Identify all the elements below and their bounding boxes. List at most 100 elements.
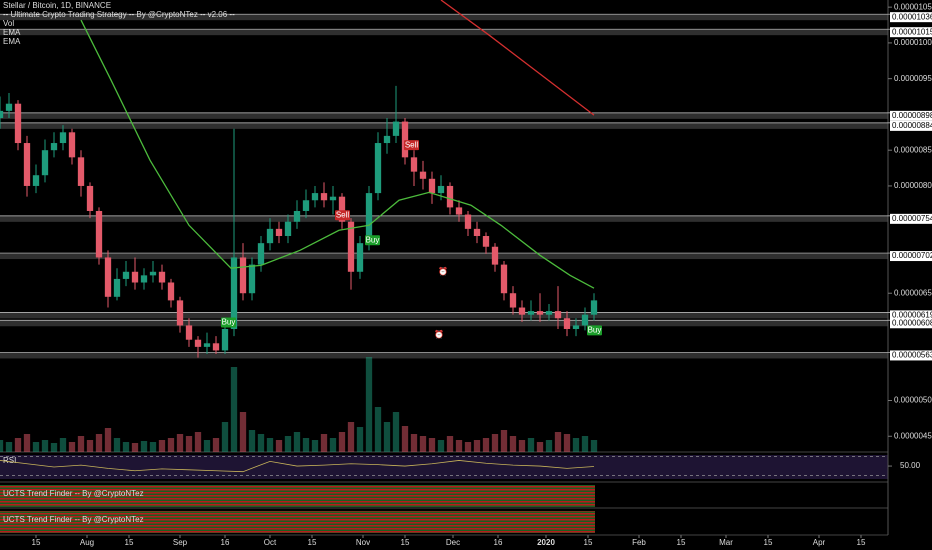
signal-box <box>404 140 419 151</box>
candle-body <box>212 343 220 351</box>
level-label: 0.00000563 <box>892 351 932 360</box>
candle-body <box>446 185 454 208</box>
volume-bar <box>14 438 22 452</box>
legend-entry: Vol <box>3 19 14 28</box>
candle-body <box>500 264 508 294</box>
signal-label: Buy <box>366 235 380 244</box>
volume-bar <box>338 432 346 452</box>
volume-bar <box>239 412 247 452</box>
signal-label: Buy <box>588 326 602 335</box>
level-band <box>0 14 888 21</box>
signal-box <box>365 235 380 246</box>
indicator-label: UCTS Trend Finder -- By @CryptoNTez <box>3 515 144 524</box>
volume-bar <box>275 440 283 452</box>
x-tick-label: Sep <box>173 538 188 547</box>
volume-bar <box>41 440 49 452</box>
legend-entry: EMA <box>3 37 21 46</box>
legend-entry: -- Ultimate Crypto Trading Strategy -- B… <box>3 10 235 19</box>
level-label-box <box>890 310 932 321</box>
x-tick-label: 15 <box>32 538 41 547</box>
candle-body <box>374 143 382 194</box>
volume-bar <box>50 443 58 452</box>
level-band <box>0 253 888 260</box>
x-tick-label: 15 <box>308 538 317 547</box>
volume-bar <box>140 441 148 452</box>
x-tick-label: 15 <box>857 538 866 547</box>
volume-bar <box>410 434 418 452</box>
volume-bar <box>392 412 400 452</box>
volume-bar <box>302 438 310 452</box>
candle-body <box>392 121 400 136</box>
volume-bar <box>464 442 472 452</box>
level-band <box>0 352 888 359</box>
x-tick-label: 15 <box>125 538 134 547</box>
volume-bar <box>113 438 121 452</box>
candle-body <box>68 132 76 158</box>
candle-body <box>491 246 499 265</box>
candle-body <box>320 193 328 201</box>
volume-bar <box>437 440 445 452</box>
candle-body <box>185 325 193 340</box>
signal-label: Buy <box>222 318 236 327</box>
volume-bar <box>212 438 220 452</box>
candle-body <box>122 271 130 279</box>
candle-body <box>77 157 85 186</box>
x-tick-label: Dec <box>446 538 460 547</box>
candle-body <box>419 171 427 179</box>
level-label-box <box>890 251 932 262</box>
volume-bar <box>131 443 139 452</box>
level-label-box <box>890 110 932 121</box>
x-tick-label: Nov <box>356 538 370 547</box>
candle-body <box>275 228 283 237</box>
candle-body <box>257 243 265 265</box>
candle-body <box>545 311 553 315</box>
x-tick-label: Aug <box>80 538 94 547</box>
level-band <box>0 312 888 319</box>
x-tick-label: 15 <box>677 538 686 547</box>
volume-bar <box>491 434 499 452</box>
level-label: 0.00001015 <box>892 27 932 36</box>
volume-bar <box>419 436 427 452</box>
candle-body <box>590 300 598 315</box>
legend-entry: EMA <box>3 28 21 37</box>
candle-body <box>536 311 544 315</box>
level-label-box <box>890 213 932 224</box>
volume-bar <box>356 427 364 452</box>
volume-bar <box>347 422 355 452</box>
x-tick-label: 16 <box>221 538 230 547</box>
volume-bar <box>554 432 562 452</box>
candle-body <box>266 228 274 244</box>
candle-body <box>23 143 31 186</box>
candle-body <box>113 278 121 297</box>
volume-bar <box>203 440 211 452</box>
volume-bar <box>509 436 517 452</box>
ema-line <box>80 19 595 289</box>
volume-bar <box>572 438 580 452</box>
volume-bar <box>446 436 454 452</box>
candle-body <box>86 185 94 211</box>
x-tick-label: 15 <box>764 538 773 547</box>
candle-body <box>104 257 112 297</box>
volume-bar <box>95 434 103 452</box>
candle-body <box>311 193 319 201</box>
level-band <box>0 122 888 129</box>
volume-bar <box>455 440 463 452</box>
candle-body <box>50 143 58 151</box>
level-band <box>0 320 888 327</box>
candle-body <box>248 264 256 294</box>
candle-body <box>194 339 202 347</box>
candle-body <box>428 178 436 194</box>
volume-bar <box>77 436 85 452</box>
volume-bar <box>473 440 481 452</box>
volume-bar <box>68 442 76 452</box>
level-label: 0.00000702 <box>892 251 932 260</box>
candle-body <box>383 135 391 144</box>
candle-body <box>5 103 13 111</box>
